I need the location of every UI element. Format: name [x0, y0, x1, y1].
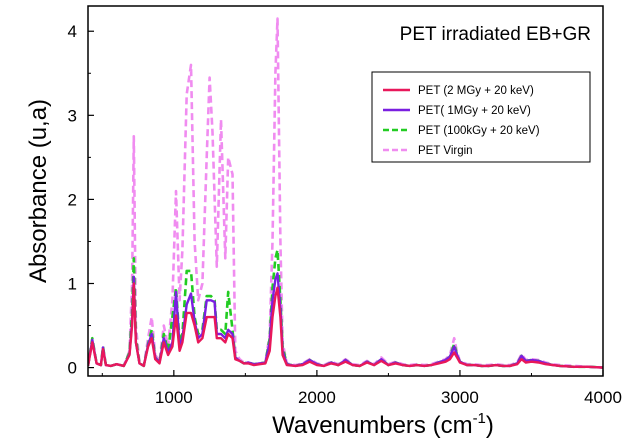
- legend-label-3: PET Virgin: [418, 145, 473, 157]
- chart-title: PET irradiated EB+GR: [400, 24, 591, 45]
- y-axis: 0 1 2 3 4: [68, 22, 94, 378]
- series-line-2: [88, 248, 603, 369]
- y-axis-label: Absorbance (u,a): [25, 99, 52, 283]
- x-tick-label: 2000: [298, 388, 336, 407]
- y-tick-label: 1: [68, 275, 77, 294]
- y-tick-label: 0: [68, 359, 77, 378]
- legend-label-0: PET (2 MGy + 20 keV): [418, 85, 534, 97]
- legend-box: [371, 71, 591, 163]
- legend: PET (2 MGy + 20 keV) PET( 1MGy + 20 keV) P…: [371, 71, 591, 163]
- x-tick-label: 4000: [584, 388, 622, 407]
- x-axis: 1000 2000 3000 4000: [101, 370, 622, 407]
- x-tick-label: 3000: [441, 388, 479, 407]
- x-axis-label: Wavenumbers (cm-1): [272, 410, 494, 439]
- plot-frame: [87, 5, 604, 377]
- series-line-3: [88, 17, 603, 369]
- legend-label-1: PET( 1MGy + 20 keV): [418, 105, 531, 117]
- y-tick-label: 4: [68, 22, 77, 41]
- series-line-0: [88, 282, 603, 369]
- y-tick-label: 3: [68, 106, 77, 125]
- y-tick-label: 2: [68, 190, 77, 209]
- legend-label-2: PET (100kGy + 20 keV): [418, 125, 540, 137]
- x-axis-label-superscript: -1: [473, 410, 486, 427]
- series-line-1: [88, 272, 603, 369]
- series-layer: [88, 17, 603, 369]
- x-tick-label: 1000: [155, 388, 193, 407]
